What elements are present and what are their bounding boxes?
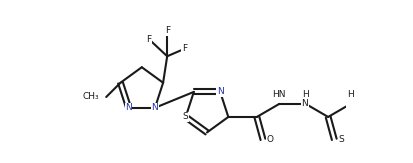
Text: N: N [216,87,223,96]
Text: N: N [151,103,158,112]
Text: O: O [266,135,273,144]
Text: F: F [146,35,151,44]
Text: HN: HN [272,90,285,99]
Text: S: S [338,135,344,144]
Text: F: F [181,44,186,53]
Text: H: H [347,90,353,99]
Text: N: N [125,103,132,112]
Text: CH₃: CH₃ [82,92,99,102]
Text: H: H [301,90,309,99]
Text: S: S [183,112,188,121]
Text: F: F [164,26,169,36]
Text: N: N [301,99,308,108]
